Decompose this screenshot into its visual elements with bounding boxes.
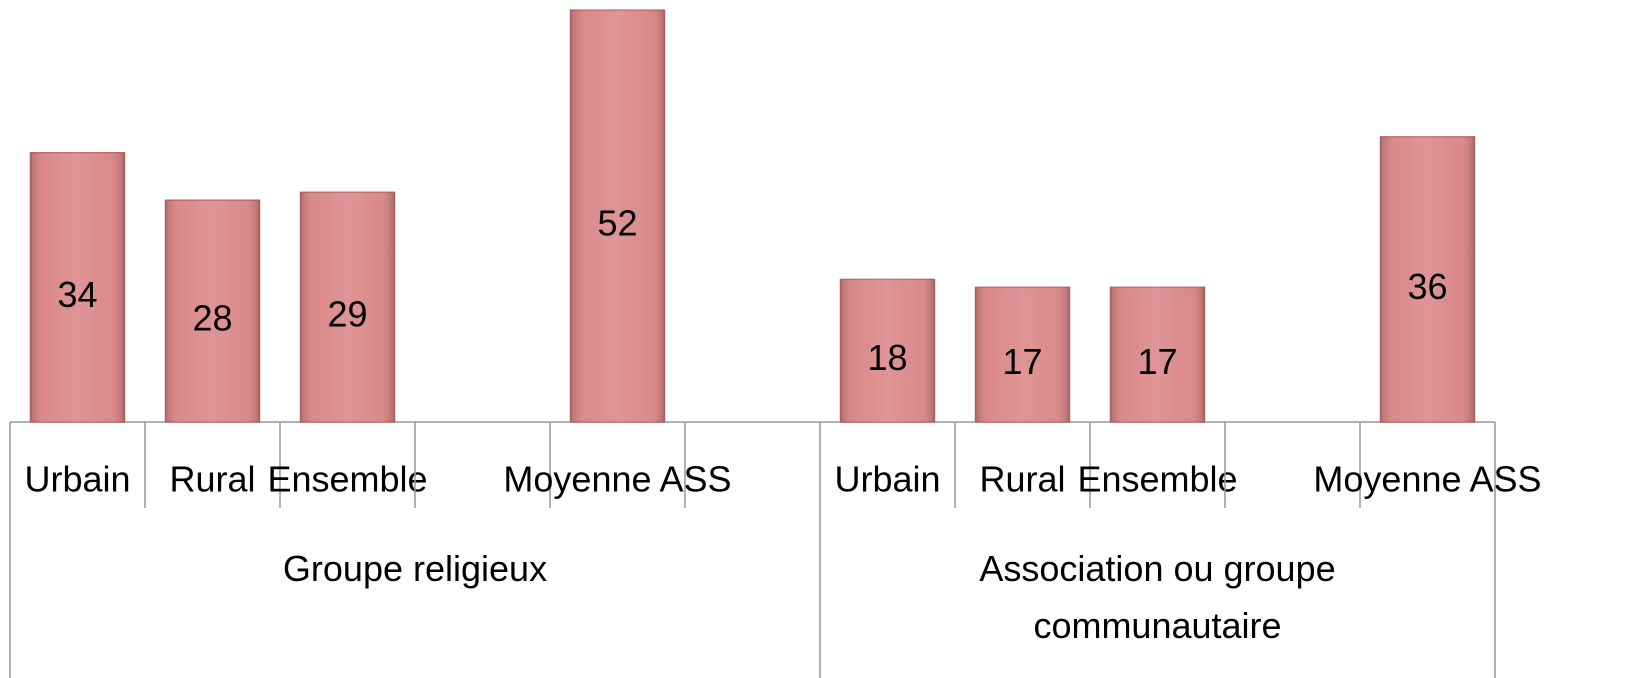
category-label: Moyenne ASS <box>503 459 731 500</box>
value-label: 18 <box>867 337 907 378</box>
value-label: 52 <box>597 203 637 244</box>
category-label: Rural <box>169 459 255 500</box>
bar-shade <box>1380 136 1475 422</box>
category-label: Ensemble <box>267 459 427 500</box>
category-label: Ensemble <box>1077 459 1237 500</box>
group-label: Groupe religieux <box>282 548 548 589</box>
group-label: Association ou groupe communautaire <box>979 548 1336 646</box>
value-label: 34 <box>57 274 97 315</box>
category-label: Rural <box>979 459 1065 500</box>
bar-shade <box>840 279 935 422</box>
bar-shade <box>975 287 1070 422</box>
bar-shade <box>1110 287 1205 422</box>
category-label: Urbain <box>24 459 130 500</box>
bar-shade <box>300 192 395 422</box>
value-label: 17 <box>1137 341 1177 382</box>
value-label: 17 <box>1002 341 1042 382</box>
category-label: Urbain <box>834 459 940 500</box>
category-label: Moyenne ASS <box>1313 459 1541 500</box>
value-label: 28 <box>192 298 232 339</box>
group-label-box: Groupe religieux <box>282 548 548 589</box>
bar-shade <box>165 200 260 422</box>
value-label: 36 <box>1407 266 1447 307</box>
bar-shade <box>30 152 125 422</box>
group-label-box: Association ou groupe communautaire <box>979 548 1336 646</box>
bar-shade <box>570 10 665 422</box>
value-label: 29 <box>327 294 367 335</box>
